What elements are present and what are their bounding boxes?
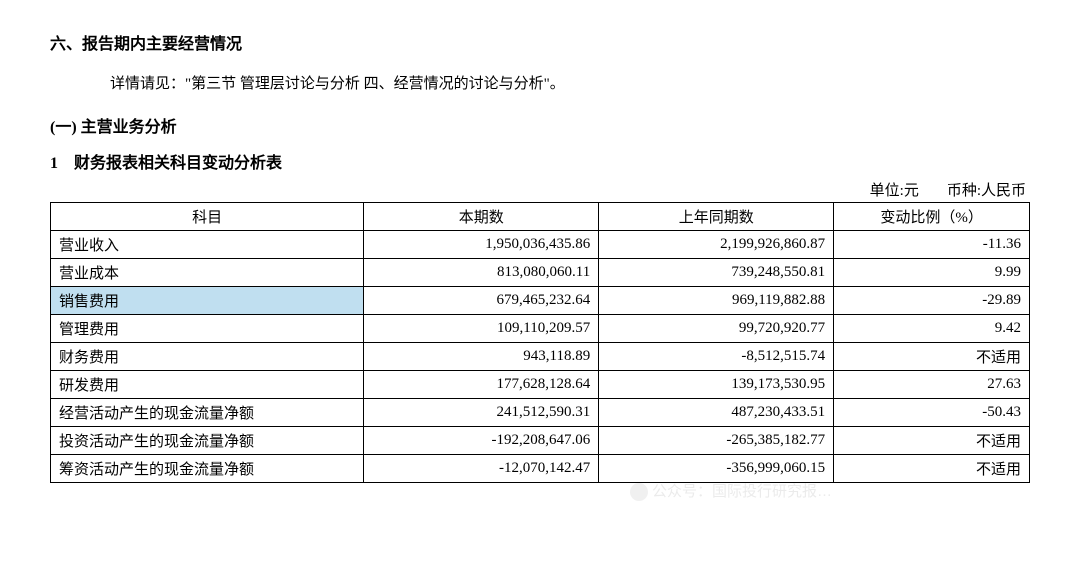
- table-row: 营业收入1,950,036,435.862,199,926,860.87-11.…: [51, 231, 1030, 259]
- cell-current: 813,080,060.11: [364, 259, 599, 287]
- table-row: 销售费用679,465,232.64969,119,882.88-29.89: [51, 287, 1030, 315]
- cell-prior: 2,199,926,860.87: [599, 231, 834, 259]
- table-row: 经营活动产生的现金流量净额241,512,590.31487,230,433.5…: [51, 399, 1030, 427]
- cell-item: 销售费用: [51, 287, 364, 315]
- cell-current: -192,208,647.06: [364, 427, 599, 455]
- cell-change: -11.36: [834, 231, 1030, 259]
- cell-item: 筹资活动产生的现金流量净额: [51, 455, 364, 483]
- financial-table: 科目 本期数 上年同期数 变动比例（%） 营业收入1,950,036,435.8…: [50, 202, 1030, 483]
- cell-current: 679,465,232.64: [364, 287, 599, 315]
- col-header-prior: 上年同期数: [599, 203, 834, 231]
- section-heading: 六、报告期内主要经营情况: [50, 30, 1030, 54]
- table-row: 管理费用109,110,209.5799,720,920.779.42: [51, 315, 1030, 343]
- cell-item: 研发费用: [51, 371, 364, 399]
- cell-prior: -265,385,182.77: [599, 427, 834, 455]
- table-row: 营业成本813,080,060.11739,248,550.819.99: [51, 259, 1030, 287]
- cell-prior: -8,512,515.74: [599, 343, 834, 371]
- cell-change: 9.42: [834, 315, 1030, 343]
- cell-item: 营业收入: [51, 231, 364, 259]
- cell-change: 不适用: [834, 427, 1030, 455]
- cell-item: 财务费用: [51, 343, 364, 371]
- cell-item: 投资活动产生的现金流量净额: [51, 427, 364, 455]
- cell-current: 177,628,128.64: [364, 371, 599, 399]
- unit-line: 单位:元 币种:人民币: [50, 179, 1030, 200]
- watermark-text: 公众号：国际投行研究报…: [652, 483, 832, 500]
- detail-paragraph: 详情请见："第三节 管理层讨论与分析 四、经营情况的讨论与分析"。: [80, 72, 1030, 93]
- table-row: 财务费用943,118.89-8,512,515.74不适用: [51, 343, 1030, 371]
- wechat-icon: [630, 483, 648, 501]
- cell-change: 9.99: [834, 259, 1030, 287]
- table-row: 研发费用177,628,128.64139,173,530.9527.63: [51, 371, 1030, 399]
- cell-current: 1,950,036,435.86: [364, 231, 599, 259]
- table-row: 筹资活动产生的现金流量净额-12,070,142.47-356,999,060.…: [51, 455, 1030, 483]
- unit-label-right: 币种:人民币: [947, 183, 1026, 199]
- col-header-current: 本期数: [364, 203, 599, 231]
- cell-current: 241,512,590.31: [364, 399, 599, 427]
- cell-prior: 139,173,530.95: [599, 371, 834, 399]
- cell-change: -50.43: [834, 399, 1030, 427]
- subsection-heading: (一) 主营业务分析: [50, 113, 1030, 137]
- table-row: 投资活动产生的现金流量净额-192,208,647.06-265,385,182…: [51, 427, 1030, 455]
- cell-prior: 969,119,882.88: [599, 287, 834, 315]
- numbered-heading: 1 财务报表相关科目变动分析表: [50, 149, 1030, 173]
- watermark: 公众号：国际投行研究报…: [630, 480, 832, 501]
- cell-item: 营业成本: [51, 259, 364, 287]
- col-header-change: 变动比例（%）: [834, 203, 1030, 231]
- cell-change: 27.63: [834, 371, 1030, 399]
- cell-prior: 99,720,920.77: [599, 315, 834, 343]
- cell-current: 943,118.89: [364, 343, 599, 371]
- cell-prior: -356,999,060.15: [599, 455, 834, 483]
- cell-item: 管理费用: [51, 315, 364, 343]
- cell-current: 109,110,209.57: [364, 315, 599, 343]
- unit-label-left: 单位:元: [870, 183, 919, 199]
- cell-prior: 739,248,550.81: [599, 259, 834, 287]
- cell-prior: 487,230,433.51: [599, 399, 834, 427]
- cell-current: -12,070,142.47: [364, 455, 599, 483]
- table-header-row: 科目 本期数 上年同期数 变动比例（%）: [51, 203, 1030, 231]
- cell-change: -29.89: [834, 287, 1030, 315]
- cell-change: 不适用: [834, 343, 1030, 371]
- col-header-item: 科目: [51, 203, 364, 231]
- cell-item: 经营活动产生的现金流量净额: [51, 399, 364, 427]
- cell-change: 不适用: [834, 455, 1030, 483]
